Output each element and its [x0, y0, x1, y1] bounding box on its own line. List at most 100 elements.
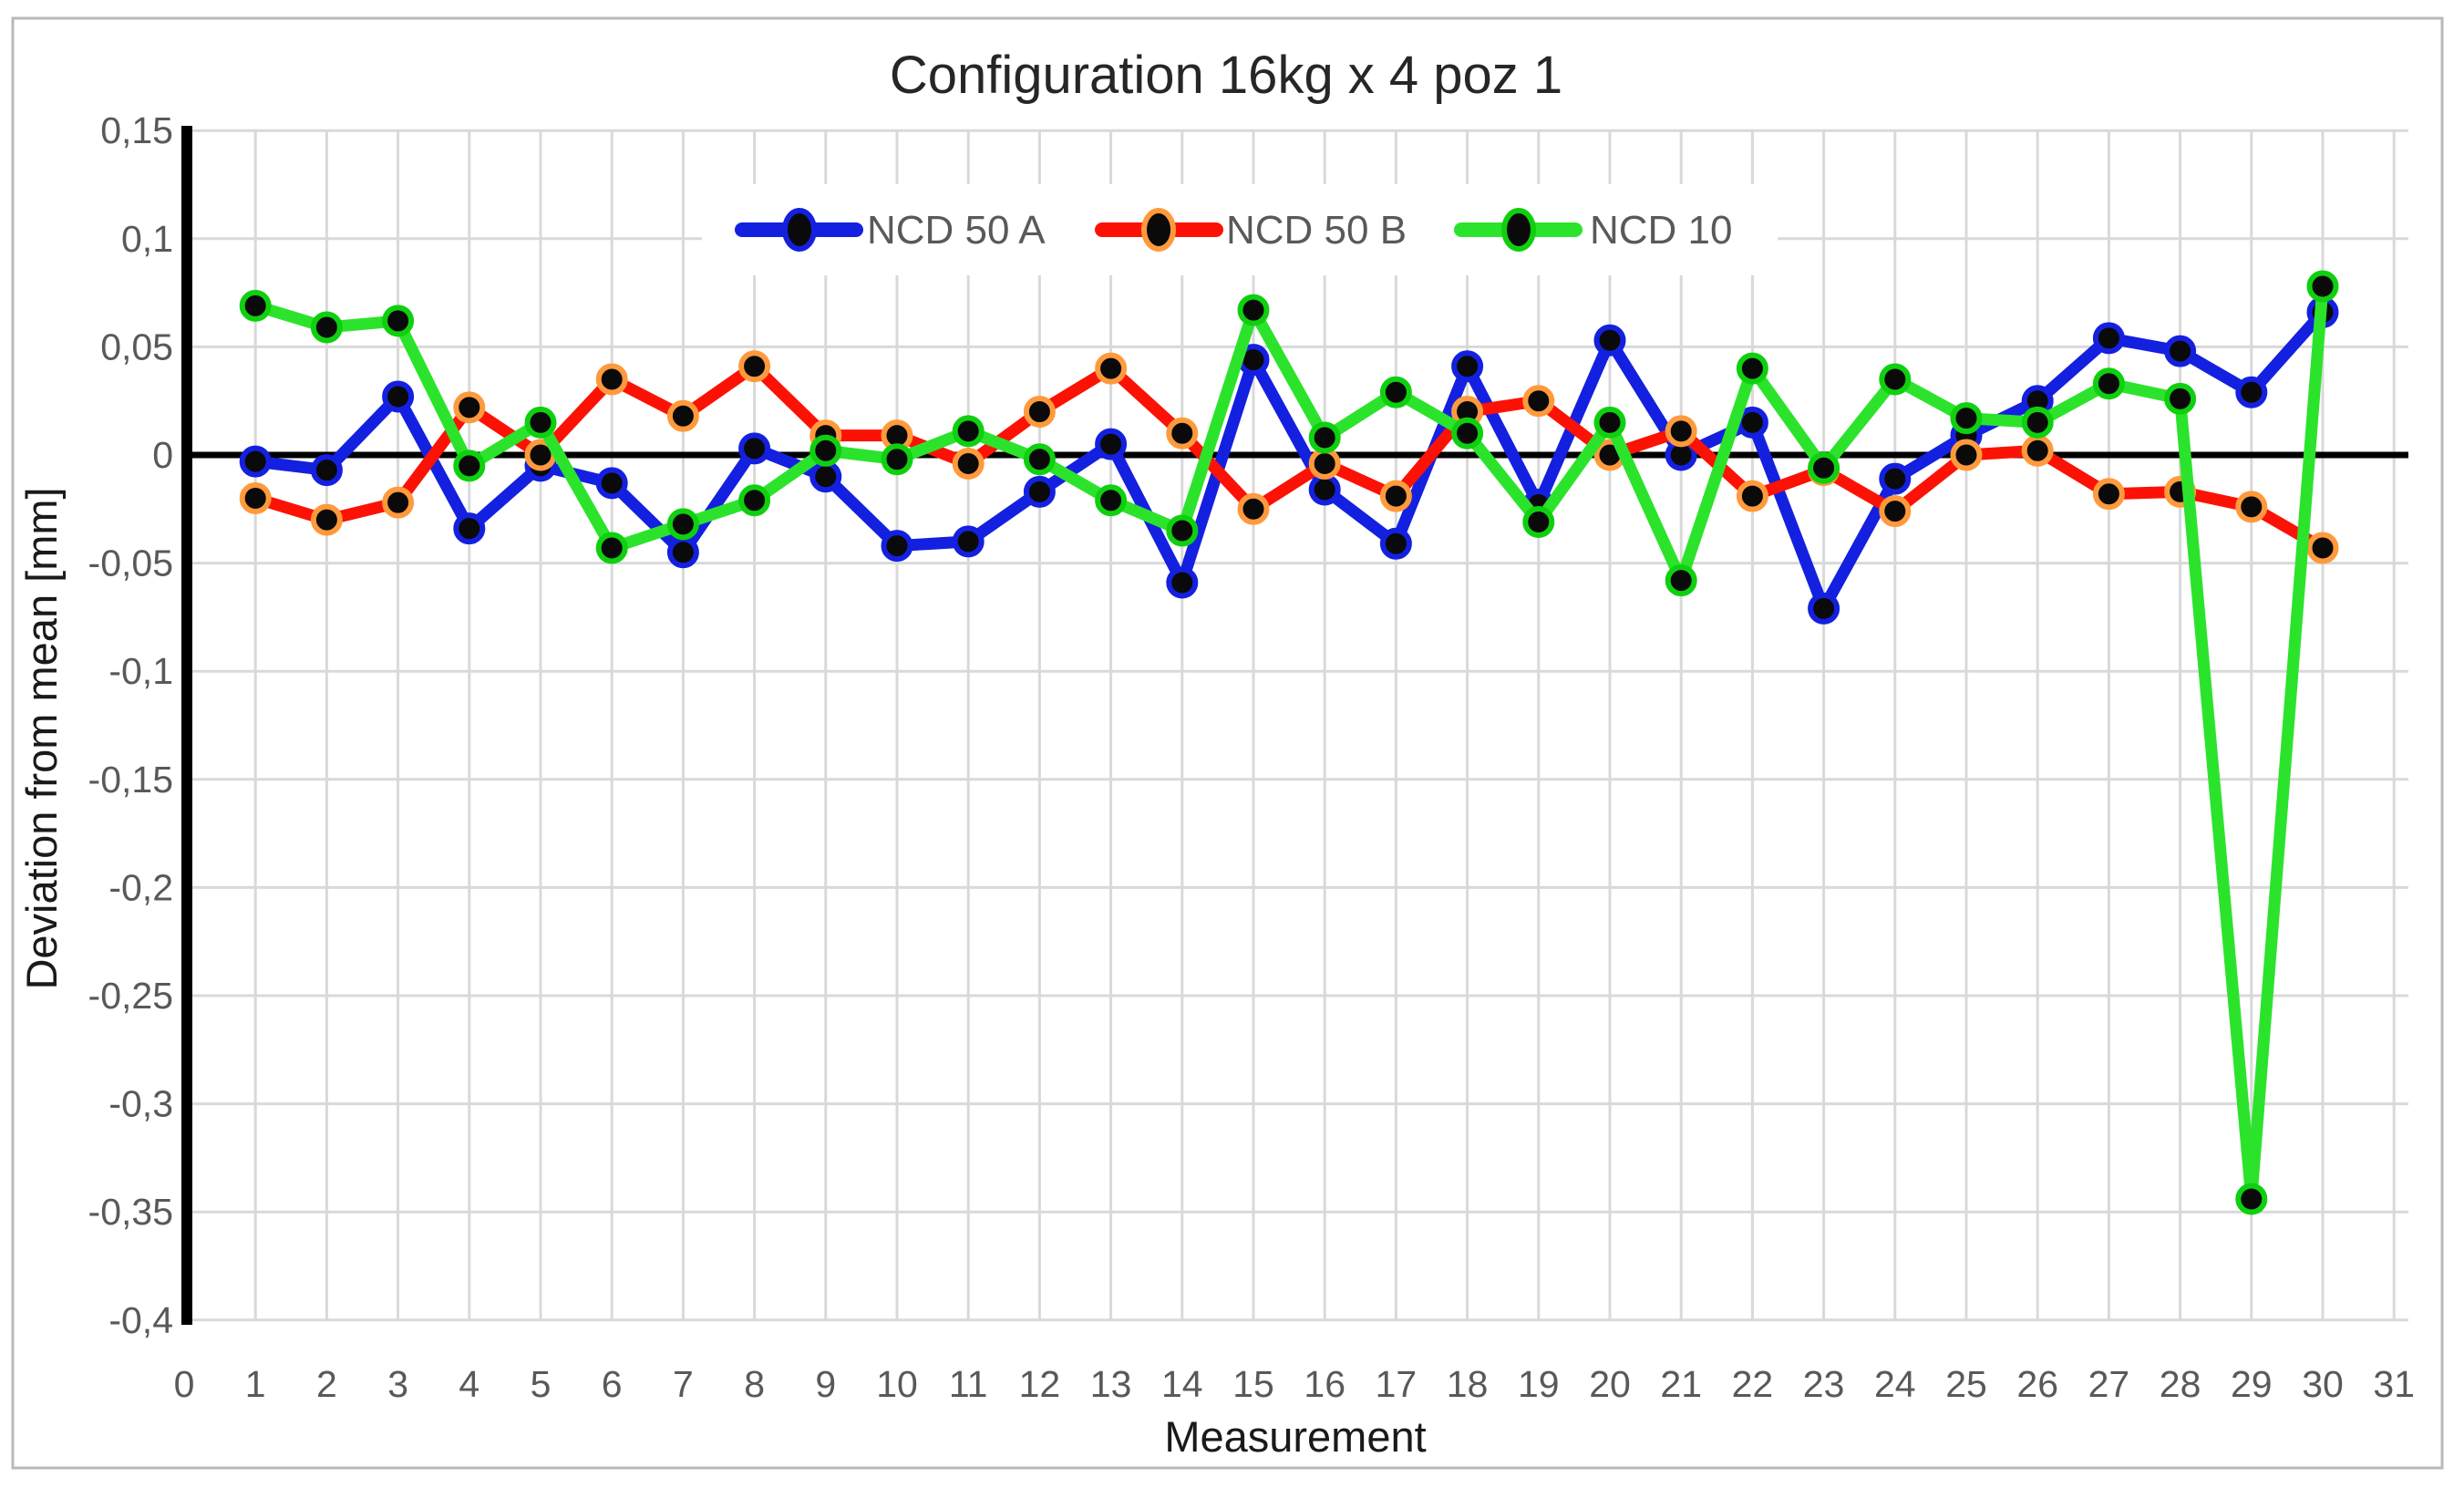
legend-marker-dot [1141, 208, 1176, 252]
y-tick-label: -0,35 [88, 1191, 173, 1233]
x-tick-label: 11 [949, 1363, 988, 1405]
x-tick-label: 10 [876, 1363, 918, 1405]
x-tick-label: 9 [815, 1363, 836, 1405]
data-point-marker [1950, 402, 1983, 435]
x-tick-label: 21 [1660, 1363, 1702, 1405]
data-point-marker [2306, 532, 2339, 564]
data-point-marker [595, 467, 628, 500]
data-point-marker [666, 536, 699, 569]
x-tick-label: 16 [1304, 1363, 1345, 1405]
data-point-marker [453, 512, 486, 545]
x-tick-label: 27 [2088, 1363, 2130, 1405]
x-tick-label: 23 [1803, 1363, 1845, 1405]
data-point-marker [881, 443, 913, 476]
legend-marker-dot [782, 208, 817, 252]
data-point-marker [2235, 1183, 2268, 1215]
x-tick-label: 26 [2016, 1363, 2058, 1405]
data-point-marker [738, 484, 771, 517]
data-point-marker [524, 406, 557, 439]
legend-item-ncd-50-a: NCD 50 A [735, 208, 1046, 253]
data-series [239, 270, 2339, 1215]
data-point-marker [1736, 352, 1768, 385]
data-point-marker [1166, 514, 1199, 547]
legend-item-label: NCD 50 B [1226, 208, 1407, 253]
data-point-marker [1023, 475, 1056, 508]
y-tick-label: 0,05 [100, 326, 173, 367]
data-point-marker [2092, 478, 2125, 511]
data-point-marker [2021, 434, 2054, 467]
y-tick-label: 0,1 [121, 218, 173, 260]
data-point-marker [2235, 491, 2268, 523]
data-point-marker [382, 380, 415, 413]
x-tick-label: 20 [1589, 1363, 1631, 1405]
legend-item-ncd-10: NCD 10 [1454, 208, 1733, 253]
data-point-marker [453, 391, 486, 424]
data-point-marker [738, 432, 771, 465]
x-tick-label: 30 [2302, 1363, 2344, 1405]
y-tick-label: -0,15 [88, 759, 173, 801]
data-point-marker [1522, 506, 1555, 539]
data-point-marker [239, 481, 272, 514]
series-ncd-10 [239, 270, 2339, 1215]
x-tick-label: 25 [1945, 1363, 1987, 1405]
data-point-marker [2092, 367, 2125, 400]
data-point-marker [1379, 480, 1412, 512]
y-tick-label: -0,2 [108, 866, 173, 908]
y-axis-title: Deviation from mean [mm] [17, 487, 66, 989]
y-tick-label: 0 [152, 434, 173, 476]
data-point-marker [1665, 564, 1697, 597]
x-tick-label: 13 [1090, 1363, 1132, 1405]
data-point-marker [1879, 495, 1912, 528]
x-tick-label: 31 [2373, 1363, 2415, 1405]
y-tick-label: 0,15 [100, 109, 173, 151]
data-point-marker [952, 525, 985, 558]
data-point-marker [881, 530, 913, 563]
data-point-marker [1023, 443, 1056, 476]
data-point-marker [2021, 406, 2054, 439]
data-point-marker [1808, 451, 1840, 484]
data-point-marker [1095, 352, 1128, 385]
y-tick-label: -0,4 [108, 1299, 173, 1341]
data-point-marker [239, 445, 272, 478]
legend-item-label: NCD 50 A [867, 208, 1046, 253]
legend: NCD 50 A NCD 50 B NCD 10 [702, 184, 1778, 275]
y-tick-labels: 0,15 0,1 0,05 0 -0,05 -0,1 -0,15 -0,2 -0,25 -0,3 -… [88, 109, 173, 1341]
data-point-marker [2164, 335, 2197, 367]
y-tick-label: -0,05 [88, 542, 173, 584]
data-point-marker [1522, 385, 1555, 418]
data-point-marker [1023, 396, 1056, 429]
data-point-marker [239, 289, 272, 322]
x-tick-label: 6 [602, 1363, 623, 1405]
x-tick-label: 4 [459, 1363, 479, 1405]
data-point-marker [310, 454, 343, 487]
y-tick-label: -0,25 [88, 975, 173, 1017]
data-point-marker [1308, 473, 1341, 506]
data-point-marker [382, 486, 415, 519]
vertical-gridlines [253, 130, 2396, 1320]
data-point-marker [1237, 294, 1270, 326]
x-tick-labels: 0 1 2 3 4 5 6 7 8 9 10 11 12 13 14 15 16 17 18 19 20 21 22 23 24… [174, 1363, 2415, 1405]
horizontal-gridlines [184, 129, 2408, 1322]
data-point-marker [1808, 592, 1840, 625]
data-point-marker [1950, 439, 1983, 471]
x-tick-label: 24 [1874, 1363, 1916, 1405]
data-point-marker [1593, 324, 1626, 356]
data-point-marker [1166, 566, 1199, 599]
data-point-marker [1308, 447, 1341, 480]
x-tick-label: 12 [1019, 1363, 1061, 1405]
data-point-marker [1879, 462, 1912, 495]
x-tick-label: 17 [1376, 1363, 1418, 1405]
x-tick-label: 29 [2231, 1363, 2273, 1405]
data-point-marker [2306, 270, 2339, 303]
data-point-marker [666, 508, 699, 541]
x-tick-label: 15 [1232, 1363, 1274, 1405]
x-tick-label: 2 [316, 1363, 337, 1405]
y-tick-label: -0,3 [108, 1083, 173, 1125]
x-tick-label: 19 [1518, 1363, 1560, 1405]
data-point-marker [809, 434, 842, 467]
x-tick-label: 22 [1732, 1363, 1774, 1405]
data-point-marker [310, 311, 343, 344]
x-tick-label: 7 [673, 1363, 694, 1405]
